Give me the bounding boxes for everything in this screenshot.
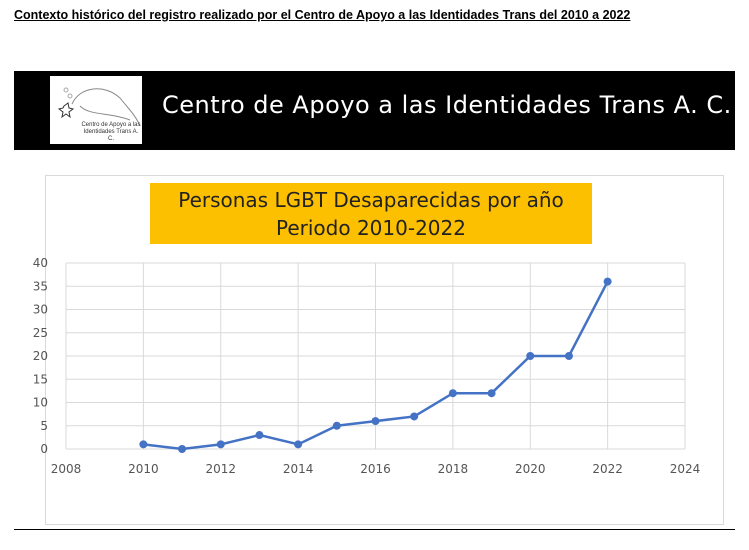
- y-tick-label: 0: [40, 442, 48, 456]
- chart-title-line2: Periodo 2010-2022: [276, 216, 466, 240]
- divider: [14, 529, 735, 530]
- data-point: [255, 431, 264, 440]
- document-title: Contexto histórico del registro realizad…: [14, 8, 631, 22]
- y-tick-label: 5: [40, 419, 48, 433]
- x-tick-label: 2020: [515, 462, 546, 476]
- data-point: [332, 421, 341, 430]
- data-point: [448, 389, 457, 398]
- y-tick-label: 15: [33, 372, 48, 386]
- x-tick-label: 2022: [592, 462, 623, 476]
- data-point: [564, 352, 573, 360]
- data-point: [410, 412, 419, 421]
- chart-title-line1: Personas LGBT Desaparecidas por año: [178, 188, 564, 212]
- data-point: [294, 440, 303, 449]
- data-point: [178, 445, 187, 453]
- data-point: [603, 277, 612, 286]
- data-point: [371, 417, 380, 426]
- data-point: [216, 440, 225, 449]
- y-tick-label: 10: [33, 396, 48, 410]
- x-tick-label: 2018: [438, 462, 469, 476]
- logo-text: Centro de Apoyo a las Identidades Trans …: [81, 122, 141, 142]
- x-tick-label: 2024: [670, 462, 701, 476]
- data-point: [487, 389, 496, 398]
- x-tick-label: 2008: [51, 462, 82, 476]
- x-tick-label: 2010: [128, 462, 159, 476]
- organization-logo: Centro de Apoyo a las Identidades Trans …: [50, 76, 142, 144]
- chart-frame: [45, 175, 724, 525]
- y-tick-label: 25: [33, 326, 48, 340]
- banner-title: Centro de Apoyo a las Identidades Trans …: [162, 91, 732, 119]
- y-tick-label: 20: [33, 349, 48, 363]
- header-banner: Centro de Apoyo a las Identidades Trans …: [14, 71, 735, 150]
- x-tick-label: 2012: [205, 462, 236, 476]
- x-tick-label: 2014: [283, 462, 314, 476]
- y-tick-label: 35: [33, 279, 48, 293]
- y-tick-label: 30: [33, 303, 48, 317]
- logo-figure-icon: [57, 87, 141, 127]
- chart-title: Personas LGBT Desaparecidas por año Peri…: [150, 183, 592, 244]
- x-tick-label: 2016: [360, 462, 391, 476]
- data-point: [526, 352, 535, 360]
- y-tick-label: 40: [33, 256, 48, 270]
- data-point: [139, 440, 148, 449]
